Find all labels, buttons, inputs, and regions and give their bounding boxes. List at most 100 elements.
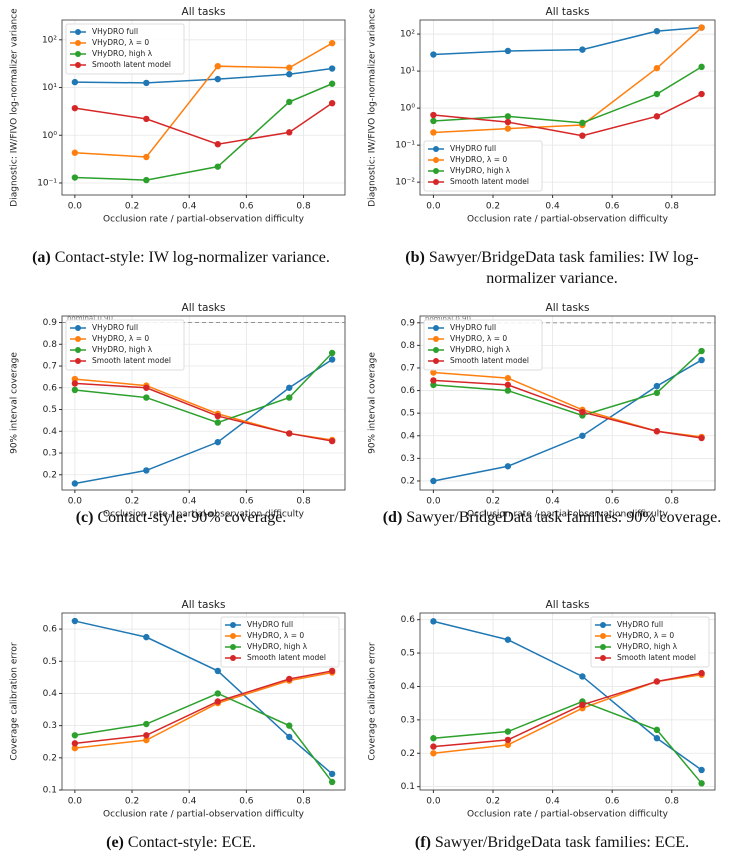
data-point <box>328 667 336 675</box>
data-point <box>579 408 586 416</box>
data-point <box>653 64 661 72</box>
plot-frame <box>61 19 346 196</box>
y-tick-label: 0.6 <box>43 383 58 393</box>
data-point <box>328 349 336 357</box>
plot-frame <box>419 612 716 791</box>
y-tick-label: 0.5 <box>401 409 415 419</box>
data-point <box>504 741 512 749</box>
data-point <box>71 732 79 739</box>
data-point <box>286 394 293 401</box>
legend-label: VHyDRO, high λ <box>92 49 153 58</box>
data-point <box>143 720 150 728</box>
data-point <box>504 463 512 470</box>
data-point <box>698 90 705 98</box>
legend-marker <box>230 633 236 639</box>
series-line <box>74 83 333 181</box>
x-tick-label: 0.2 <box>125 797 139 807</box>
data-point <box>698 24 705 31</box>
y-tick-label: 10⁰ <box>400 104 415 114</box>
data-point <box>430 369 437 376</box>
plot-frame <box>61 612 346 791</box>
data-point <box>143 736 150 744</box>
legend-label: VHyDRO, λ = 0 <box>92 38 149 47</box>
y-tick-label: 0.9 <box>43 318 58 328</box>
x-tick-label: 0.0 <box>426 797 441 807</box>
data-point <box>653 428 661 435</box>
legend-label: Smooth latent model <box>247 653 326 662</box>
caption: (d) Sawyer/BridgeData task families: 90% … <box>374 507 730 528</box>
legend-label: VHyDRO full <box>92 27 138 36</box>
x-tick-label: 0.4 <box>545 797 560 807</box>
legend-label: VHyDRO full <box>450 323 496 332</box>
y-tick-label: 0.4 <box>43 427 58 437</box>
caption-text: Contact-style: IW log-normalizer varianc… <box>54 249 330 266</box>
y-tick-label: 10¹ <box>400 67 415 77</box>
caption: (e) Contact-style: ECE. <box>2 832 360 853</box>
legend-marker <box>75 29 81 35</box>
series-line <box>433 359 702 482</box>
x-tick-label: 0.6 <box>239 497 254 507</box>
data-point <box>579 132 586 139</box>
legend-box <box>590 616 710 668</box>
data-point <box>504 118 512 126</box>
caption: (a) Contact-style: IW log-normalizer vari… <box>2 247 360 268</box>
caption-label: (a) <box>32 249 51 266</box>
data-point <box>214 163 221 170</box>
x-tick-label: 0.8 <box>296 497 311 507</box>
data-point <box>328 80 336 87</box>
data-point <box>286 98 293 106</box>
data-point <box>653 678 661 685</box>
data-point <box>504 47 512 55</box>
legend-label: VHyDRO full <box>92 323 138 332</box>
legend-label: VHyDRO, high λ <box>617 642 678 651</box>
legend-box <box>423 319 543 371</box>
x-tick-label: 0.0 <box>68 497 83 507</box>
plot-frame <box>61 315 346 491</box>
y-tick-label: 0.7 <box>401 363 415 373</box>
x-tick-label: 0.2 <box>486 202 500 212</box>
data-point <box>653 90 661 98</box>
legend-label: VHyDRO, high λ <box>247 642 308 651</box>
x-axis-label: Occlusion rate / partial-observation dif… <box>467 215 669 225</box>
caption-label: (d) <box>382 509 403 526</box>
y-tick-label: 0.1 <box>401 782 415 792</box>
legend-marker <box>75 347 81 353</box>
y-tick-label: 0.5 <box>43 405 57 415</box>
data-point <box>430 381 437 389</box>
data-point <box>504 636 512 643</box>
x-tick-label: 0.4 <box>545 202 560 212</box>
x-tick-label: 0.8 <box>296 202 311 212</box>
data-point <box>504 374 512 382</box>
data-point <box>653 389 661 397</box>
y-tick-label: 0.2 <box>401 476 415 486</box>
data-point <box>430 111 437 119</box>
caption: (c) Contact-style: 90% coverage. <box>2 507 360 528</box>
y-tick-label: 0.4 <box>401 431 416 441</box>
y-tick-label: 0.3 <box>43 721 57 731</box>
legend-marker <box>75 51 81 57</box>
data-point <box>653 27 661 35</box>
legend-marker <box>75 325 81 331</box>
legend-label: Smooth latent model <box>92 356 171 365</box>
data-point <box>143 115 150 123</box>
data-point <box>698 669 705 677</box>
data-point <box>143 176 150 184</box>
data-point <box>143 79 150 87</box>
legend: VHyDRO full VHyDRO, λ = 0 VHyDRO, high λ Sm… <box>65 319 185 371</box>
x-tick-label: 0.2 <box>125 202 139 212</box>
legend-marker <box>230 622 236 628</box>
x-tick-label: 0.8 <box>296 797 311 807</box>
legend-marker <box>600 622 606 628</box>
data-point <box>214 698 221 705</box>
legend-marker <box>75 40 81 46</box>
series-line <box>433 26 702 56</box>
data-point <box>430 129 437 136</box>
caption: (f) Sawyer/BridgeData task families: ECE. <box>374 832 730 853</box>
y-tick-label: 0.5 <box>43 657 57 667</box>
series-line <box>433 27 703 134</box>
x-axis-label: Occlusion rate / partial-observation dif… <box>467 810 669 820</box>
data-point <box>286 733 293 741</box>
data-point <box>430 750 437 757</box>
data-point <box>71 104 79 112</box>
caption-text: Contact-style: ECE. <box>127 834 256 851</box>
